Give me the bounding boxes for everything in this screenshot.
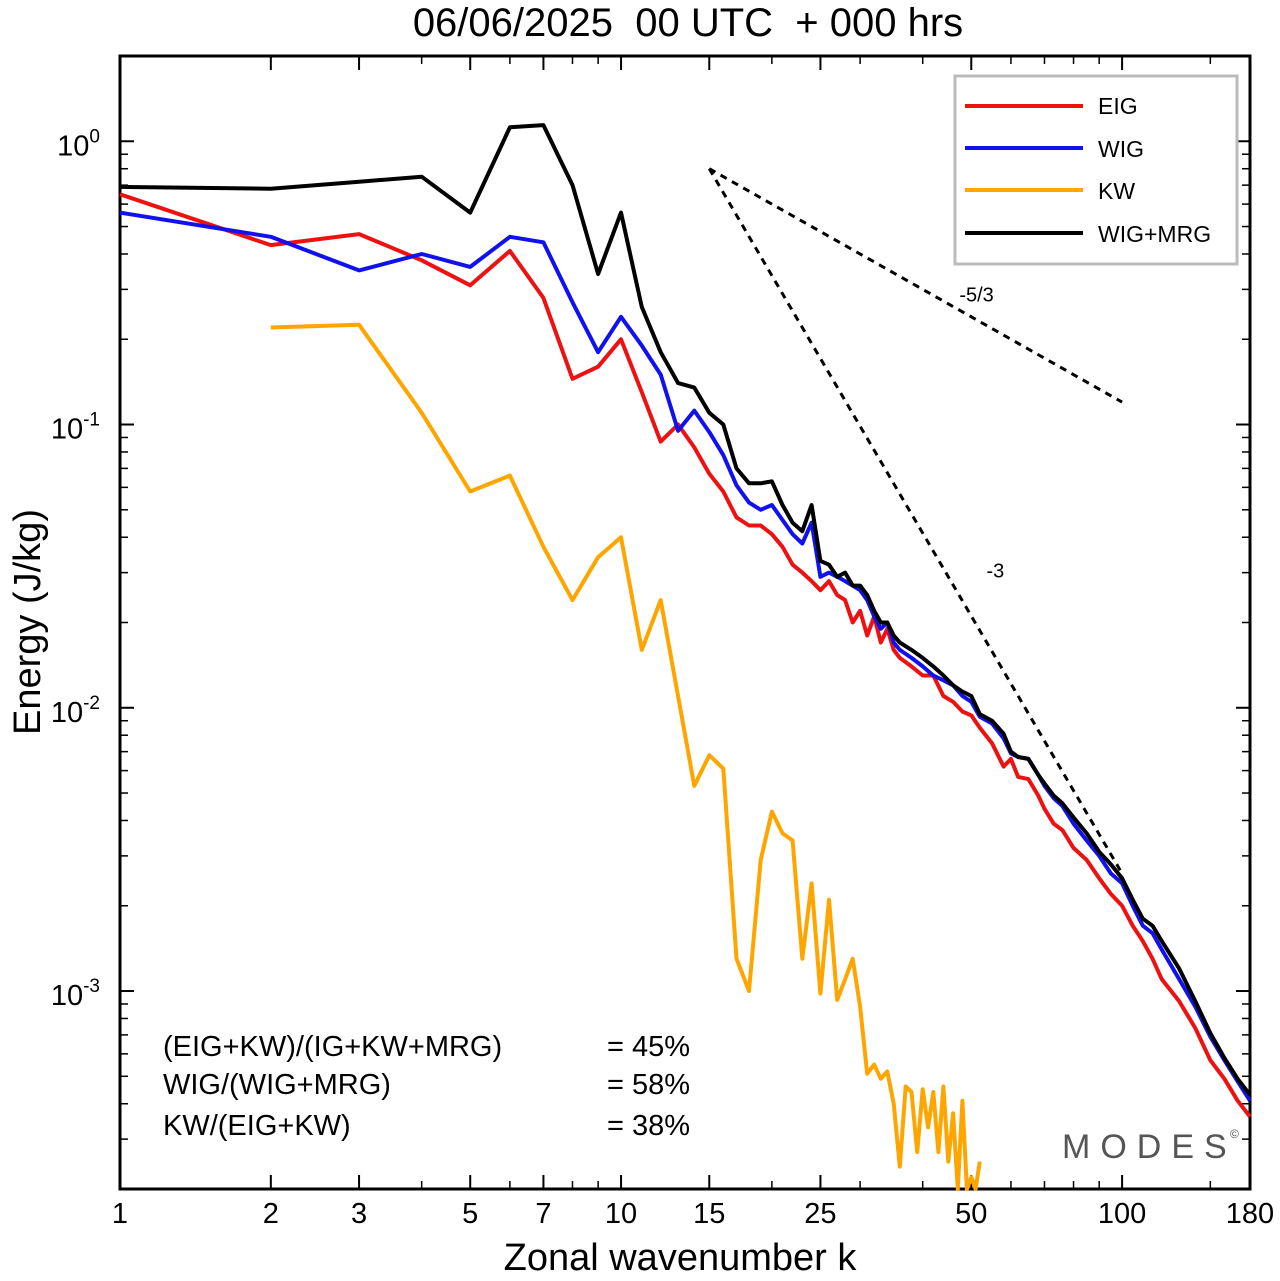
y-tick-label: 10-3: [51, 976, 100, 1012]
legend-label-wig-mrg: WIG+MRG: [1098, 221, 1211, 247]
x-tick-label: 100: [1098, 1198, 1146, 1230]
x-tick-label: 50: [955, 1198, 987, 1230]
series-line-wig-mrg: [119, 123, 1252, 1097]
modes-watermark: MODES: [1062, 1128, 1237, 1166]
ratio-label-2: WIG/(WIG+MRG): [163, 1069, 391, 1101]
axis-ticks: 1 2 3 5 7 10 15 25 50 100 180 100 10-1 10-2 10-3: [51, 56, 1274, 1230]
legend-label-wig: WIG: [1098, 136, 1144, 162]
slope-line: [708, 167, 1123, 404]
legend-label-kw: KW: [1098, 178, 1135, 204]
x-tick-label: 2: [263, 1198, 279, 1230]
x-tick-label: 15: [693, 1198, 725, 1230]
slope-label: -5/3: [959, 285, 993, 307]
series-line-kw: [270, 322, 982, 1191]
x-tick-label: 7: [535, 1198, 551, 1230]
legend-label-eig: EIG: [1098, 93, 1138, 119]
slope-label: -3: [987, 561, 1005, 583]
x-tick-label: 180: [1226, 1198, 1274, 1230]
y-axis-label: Energy (J/kg): [7, 509, 49, 735]
chart-title: 06/06/2025 00 UTC + 000 hrs: [413, 1, 963, 45]
ratio-value-3: = 38%: [607, 1110, 690, 1142]
data-series: [119, 123, 1252, 1191]
ratio-label-3: KW/(EIG+KW): [163, 1110, 351, 1142]
series-line-wig: [119, 210, 1252, 1102]
y-tick-label: 100: [57, 126, 100, 162]
series-line-eig: [119, 192, 1252, 1118]
x-tick-label: 10: [605, 1198, 637, 1230]
ratio-label-1: (EIG+KW)/(IG+KW+MRG): [163, 1031, 502, 1063]
x-tick-label: 1: [112, 1198, 128, 1230]
y-tick-label: 10-2: [51, 693, 100, 729]
ratio-value-2: = 58%: [607, 1069, 690, 1101]
x-tick-label: 25: [804, 1198, 836, 1230]
ratio-annotations: (EIG+KW)/(IG+KW+MRG) = 45% WIG/(WIG+MRG)…: [163, 1031, 690, 1142]
y-tick-label: 10-1: [51, 410, 100, 446]
copyright-icon: ©: [1230, 1127, 1239, 1141]
x-tick-label: 3: [351, 1198, 367, 1230]
ratio-value-1: = 45%: [607, 1031, 690, 1063]
legend: EIG WIG KW WIG+MRG: [953, 74, 1239, 266]
x-tick-label: 5: [462, 1198, 478, 1230]
x-axis-label: Zonal wavenumber k: [504, 1237, 858, 1279]
reference-slopes: -5/3 -3: [707, 167, 1124, 875]
slope-line: [707, 167, 1124, 875]
